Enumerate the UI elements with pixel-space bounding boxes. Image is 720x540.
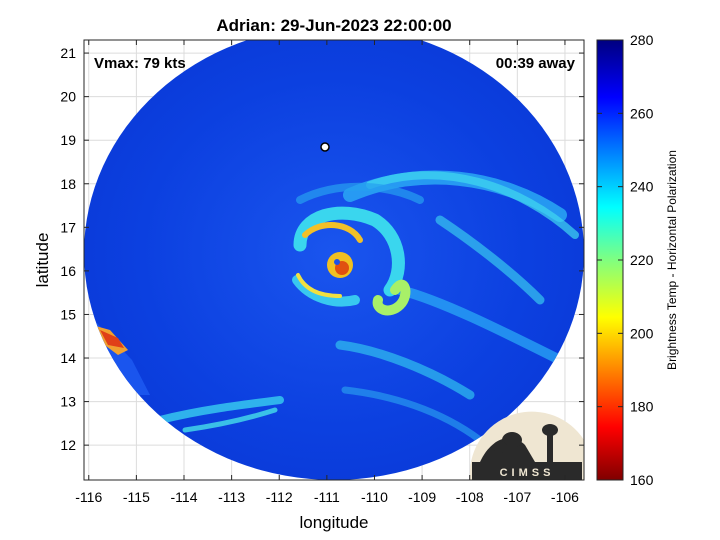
x-tick-label: -113: [218, 489, 245, 505]
colorbar-label: Brightness Temp - Horizontal Polarizatio…: [665, 150, 679, 370]
x-tick-label: -108: [456, 489, 484, 505]
colorbar-tick-label: 160: [630, 472, 654, 488]
logo-text: CIMSS: [500, 467, 555, 479]
colorbar-tick-label: 260: [630, 105, 654, 121]
colorbar-tick-label: 280: [630, 32, 654, 48]
colorbar-tick-label: 220: [630, 252, 654, 268]
y-tick-label: 18: [60, 176, 76, 192]
x-tick-label: -106: [551, 489, 579, 505]
x-axis-label: longitude: [299, 513, 368, 532]
colorbar-tick-label: 180: [630, 399, 654, 415]
x-axis: -116 -115 -114 -113 -112 -111 -110 -109 -108 -107…: [75, 40, 579, 505]
x-tick-label: -109: [408, 489, 436, 505]
vmax-annotation: Vmax: 79 kts: [94, 55, 186, 72]
swath-layer: [84, 40, 584, 480]
y-tick-label: 12: [60, 437, 76, 453]
time-away-annotation: 00:39 away: [496, 55, 576, 72]
y-axis-label: latitude: [33, 233, 52, 288]
chart-title: Adrian: 29-Jun-2023 22:00:00: [216, 16, 451, 35]
scan-swath: [84, 40, 584, 480]
y-tick-label: 20: [60, 89, 76, 105]
colorbar-tick-label: 240: [630, 179, 654, 195]
y-tick-label: 21: [60, 45, 76, 61]
y-tick-label: 14: [60, 350, 76, 366]
cimss-logo: CIMSS: [470, 411, 584, 480]
x-tick-label: -115: [123, 489, 150, 505]
x-tick-label: -112: [266, 489, 293, 505]
x-tick-label: -110: [361, 489, 388, 505]
y-tick-label: 13: [60, 394, 76, 410]
rain-bands: [156, 170, 579, 444]
y-tick-label: 15: [60, 306, 76, 322]
island-marker: [320, 142, 330, 152]
colorbar-tick-label: 200: [630, 325, 654, 341]
y-tick-label: 16: [60, 263, 76, 279]
x-tick-label: -114: [171, 489, 198, 505]
y-tick-label: 17: [60, 219, 76, 235]
y-axis: 12 13 14 15 16 17 18 19 20 21: [60, 45, 584, 453]
x-tick-label: -107: [503, 489, 531, 505]
x-tick-label: -116: [75, 489, 102, 505]
y-tick-label: 19: [60, 132, 76, 148]
x-tick-label: -111: [314, 489, 340, 505]
colorbar: 160 180 200 220 240 260 280 Brightness Temp - …: [596, 32, 679, 488]
axes-frame: [83, 39, 585, 481]
